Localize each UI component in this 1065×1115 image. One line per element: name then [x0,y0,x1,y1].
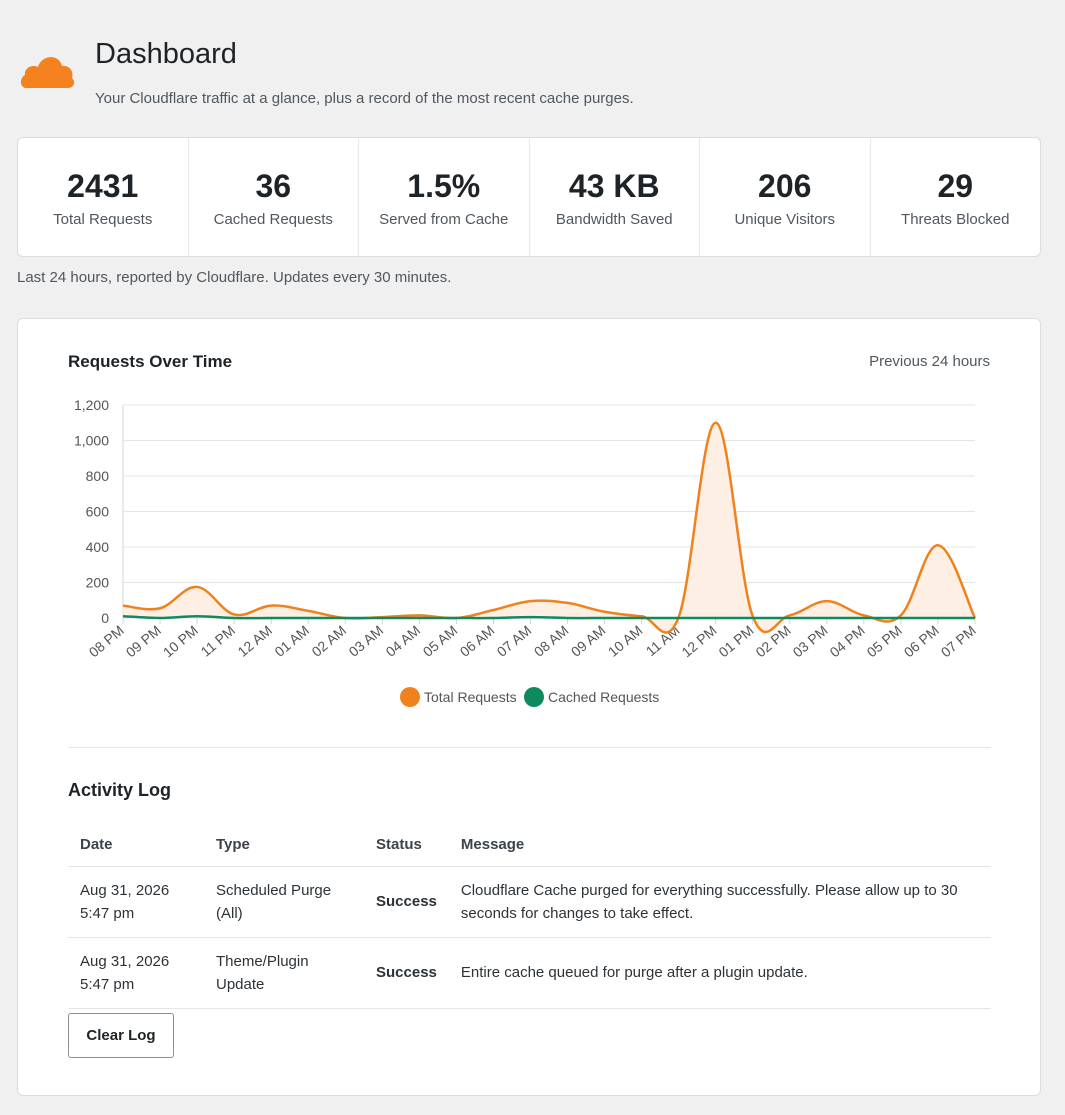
stat-total-requests: 2431 Total Requests [18,138,189,256]
stat-label: Total Requests [53,211,153,228]
main-panel: 0 200 400 600 800 1,000 1,200 08 PM 09 PM 10 PM 11… [17,318,1041,1096]
x-tick-label: 04 AM [383,622,424,660]
stat-label: Bandwidth Saved [555,211,673,228]
stats-note: Last 24 hours, reported by Cloudflare. U… [17,269,452,286]
stat-label: Unique Visitors [734,211,836,228]
stat-value: 36 [255,168,292,204]
stat-cached-requests: 36 Cached Requests [189,138,359,256]
stat-threats-blocked: 29 Threats Blocked [871,138,1041,256]
cell-date: Aug 31, 2026 5:47 pm [68,937,204,1009]
stat-bandwidth-saved: 43 KB Bandwidth Saved [530,138,700,256]
y-tick-label: 1,200 [74,397,109,413]
cloud-icon [20,57,75,88]
series-line [122,421,977,634]
x-tick-label: 08 PM [86,622,127,660]
column-header-message: Message [448,824,991,867]
x-tick-label: 10 AM [605,622,646,660]
legend-label: Total Requests [424,689,517,705]
cell-date: Aug 31, 2026 5:47 pm [68,866,204,938]
column-header-status: Status [364,824,449,867]
stat-label: Served from Cache [379,211,509,228]
x-tick-label: 03 AM [346,622,387,660]
table-row: Aug 31, 2026 5:47 pm Scheduled Purge (All)… [68,866,991,938]
x-tick-label: 10 PM [160,622,201,660]
y-tick-label: 600 [86,504,110,520]
chart-range-label: Previous 24 hours [869,353,990,370]
y-tick-label: 400 [86,539,110,555]
x-tick-label: 06 PM [901,622,942,660]
stat-label: Threats Blocked [901,211,1010,228]
x-tick-label: 07 AM [494,622,535,660]
y-tick-label: 1,000 [74,433,109,449]
table-header-row: Date Type Status Message [68,824,991,867]
series-area [123,422,975,633]
x-tick-label: 09 PM [123,622,164,660]
activity-log-table: Date Type Status Message Aug 31, 2026 5:4… [68,824,991,1009]
stat-value: 2431 [67,168,139,204]
x-tick-label: 04 PM [827,622,868,660]
x-tick-label: 09 AM [568,622,609,660]
page-header: Dashboard Your Cloudflare traffic at a g… [0,0,1065,130]
y-tick-label: 200 [86,575,110,591]
cell-type: Theme/Plugin Update [204,937,364,1009]
x-tick-label: 05 AM [420,622,461,660]
legend-marker [524,687,544,707]
stat-unique-visitors: 206 Unique Visitors [700,138,871,256]
stat-value: 43 KB [568,168,660,204]
x-tick-label: 03 PM [789,622,830,660]
clear-log-button[interactable]: Clear Log [68,1013,174,1058]
page-title: Dashboard [95,38,237,70]
legend-label: Cached Requests [548,689,659,705]
x-tick-label: 08 AM [531,622,572,660]
x-tick-label: 11 PM [198,622,238,660]
cell-message: Cloudflare Cache purged for everything s… [448,866,991,938]
table-row: Aug 31, 2026 5:47 pm Theme/Plugin Update S… [68,937,991,1009]
x-tick-label: 01 AM [271,622,312,660]
x-tick-label: 05 PM [864,622,905,660]
stat-value: 206 [758,168,812,204]
activity-log-title: Activity Log [68,780,172,800]
y-tick-label: 800 [86,468,110,484]
x-tick-label: 07 PM [938,622,979,660]
stat-label: Cached Requests [213,211,333,228]
x-tick-label: 12 AM [234,622,275,660]
column-header-date: Date [68,824,204,867]
column-header-type: Type [204,824,364,867]
x-tick-label: 12 PM [678,622,719,660]
cell-status: Success [364,866,449,938]
chart-title: Requests Over Time [68,352,233,371]
series-line [122,614,975,620]
x-tick-label: 01 PM [715,622,756,660]
legend-marker [400,687,420,707]
section-divider [68,747,991,748]
x-tick-label: 02 AM [308,622,349,660]
stat-served-from-cache: 1.5% Served from Cache [359,138,530,256]
stat-value: 29 [937,168,974,204]
page-subtitle: Your Cloudflare traffic at a glance, plu… [95,90,634,107]
stat-value: 1.5% [407,168,481,204]
stats-bar: 2431 Total Requests 36 Cached Requests 1… [17,137,1041,257]
cell-message: Entire cache queued for purge after a pl… [448,937,991,1009]
cell-type: Scheduled Purge (All) [204,866,364,938]
x-tick-label: 06 AM [457,622,498,660]
y-tick-label: 0 [101,610,109,626]
cell-status: Success [364,937,449,1009]
